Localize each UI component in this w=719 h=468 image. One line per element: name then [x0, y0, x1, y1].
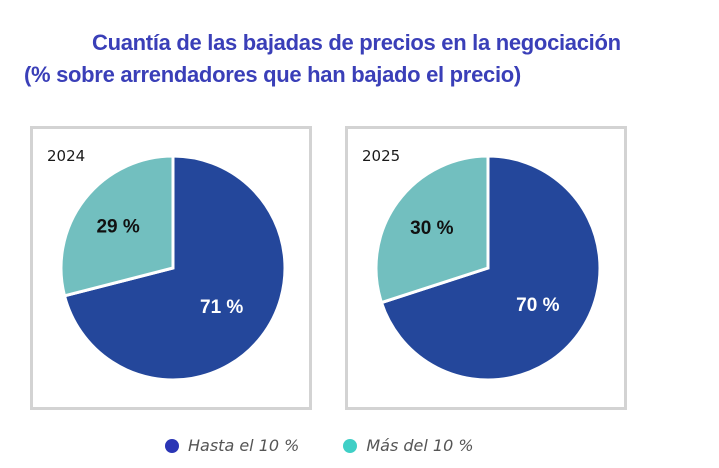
pie-data-label-mas: 29 %: [96, 216, 139, 237]
legend-dot-mas-icon: [343, 438, 358, 453]
pie-slice-mas: [59, 154, 175, 298]
chart-title-line-2: (% sobre arrendadores que han bajado el …: [24, 62, 521, 87]
legend-item-hasta: Hasta el 10 %: [165, 436, 299, 455]
pie-chart-2025: 70 % 30 %: [374, 154, 602, 382]
pie-panel-2025: 2025 70 % 30 %: [345, 126, 627, 410]
pie-slice-mas: [374, 154, 490, 305]
legend-label: Más del 10 %: [366, 436, 474, 455]
chart-title-line-1: Cuantía de las bajadas de precios en la …: [92, 30, 621, 55]
legend-item-mas: Más del 10 %: [343, 436, 474, 455]
pie-panel-2024: 2024 71 % 29 %: [30, 126, 312, 410]
legend-label: Hasta el 10 %: [188, 436, 300, 455]
pie-data-label-hasta: 70 %: [516, 295, 559, 316]
legend: Hasta el 10 % Más del 10 %: [165, 436, 518, 455]
pie-data-label-hasta: 71 %: [200, 297, 243, 318]
pie-data-label-mas: 30 %: [410, 218, 453, 239]
pie-slice-hasta: [62, 154, 287, 382]
pie-slice-hasta: [379, 154, 602, 382]
legend-dot-hasta-icon: [165, 438, 179, 453]
pie-chart-2024: 71 % 29 %: [59, 154, 287, 382]
pie-year-label: 2024: [47, 147, 86, 165]
pie-year-label: 2025: [362, 147, 401, 165]
